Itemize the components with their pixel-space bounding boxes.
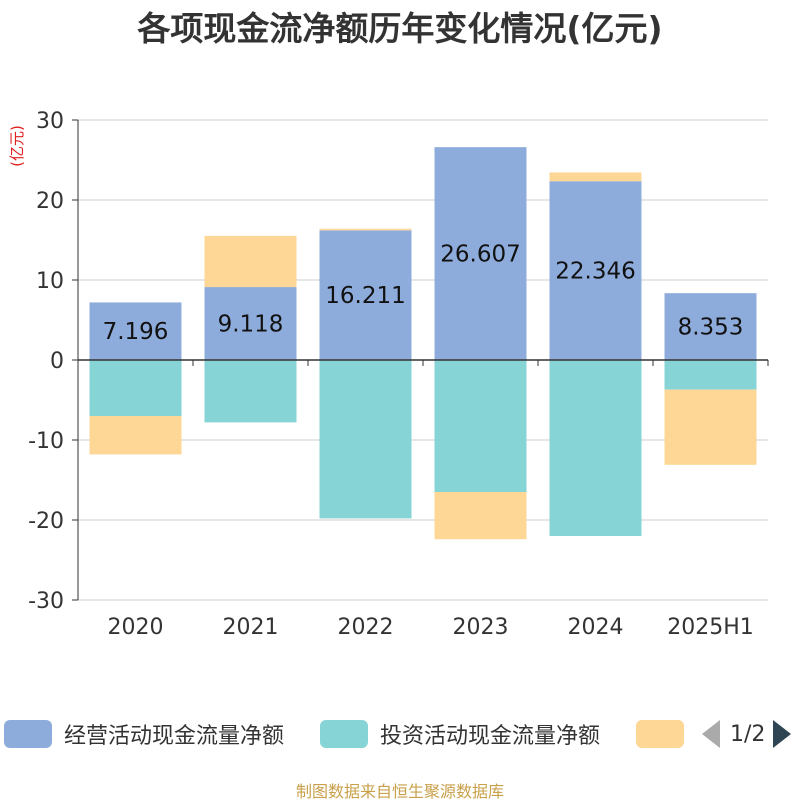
y-tick-label: 10 [36,269,64,294]
bar-financing [204,235,297,288]
x-tick-label: 2025H1 [667,615,754,640]
data-label: 22.346 [555,259,635,285]
legend-swatch-financing [636,720,684,748]
y-tick-label: 20 [36,189,64,214]
pager-text: 1/2 [730,721,766,747]
bar-operating [664,293,757,360]
pager-prev-icon[interactable] [702,720,720,748]
legend-label-operating: 经营活动现金流量净额 [64,724,285,749]
y-tick-label: -20 [28,509,64,534]
bar-financing [664,389,757,465]
x-tick-label: 2022 [338,615,394,640]
bar-financing [319,228,412,231]
y-tick-label: -30 [28,589,64,614]
data-label: 9.118 [218,312,284,338]
legend-item-operating[interactable]: 经营活动现金流量净额 [4,716,284,752]
x-tick-label: 2020 [108,615,164,640]
bar-operating [89,302,182,360]
legend-item-financing[interactable] [636,716,696,752]
y-tick-label: -10 [28,429,64,454]
bar-financing [549,172,642,182]
bar-investing [89,360,182,416]
source-note: 制图数据来自恒生聚源数据库 [295,782,504,801]
data-label: 7.196 [103,319,169,345]
legend-label-investing: 投资活动现金流量净额 [380,724,601,749]
legend-swatch-investing [320,720,368,748]
bar-investing [434,360,527,492]
bar-operating [549,181,642,360]
x-tick-label: 2024 [568,615,624,640]
bar-investing [319,360,412,519]
bar-investing [549,360,642,536]
legend-item-investing[interactable]: 投资活动现金流量净额 [320,716,600,752]
bar-operating [434,147,527,360]
y-tick-label: 0 [50,349,64,374]
bar-financing [89,416,182,455]
data-label: 16.211 [325,283,405,309]
data-label: 26.607 [440,242,520,268]
y-unit-label: (亿元) [8,125,26,167]
chart-title: 各项现金流净额历年变化情况(亿元) [137,9,663,48]
legend: 经营活动现金流量净额 投资活动现金流量净额 1/2 [0,716,800,756]
pager-next-icon[interactable] [773,720,792,748]
bar-investing [204,360,297,423]
chart-plot: 30 20 10 0 -10 -20 -30 (亿元) 2020 2021 2022 2023 2024… [8,109,769,640]
bar-operating [204,287,297,360]
bar-investing [664,360,757,390]
legend-pager: 1/2 [700,716,800,752]
x-tick-label: 2021 [223,615,279,640]
legend-swatch-operating [4,720,52,748]
y-tick-label: 30 [36,109,64,134]
x-tick-label: 2023 [453,615,509,640]
bar-financing [434,492,527,540]
data-label: 8.353 [678,315,744,341]
bar-operating [319,230,412,360]
